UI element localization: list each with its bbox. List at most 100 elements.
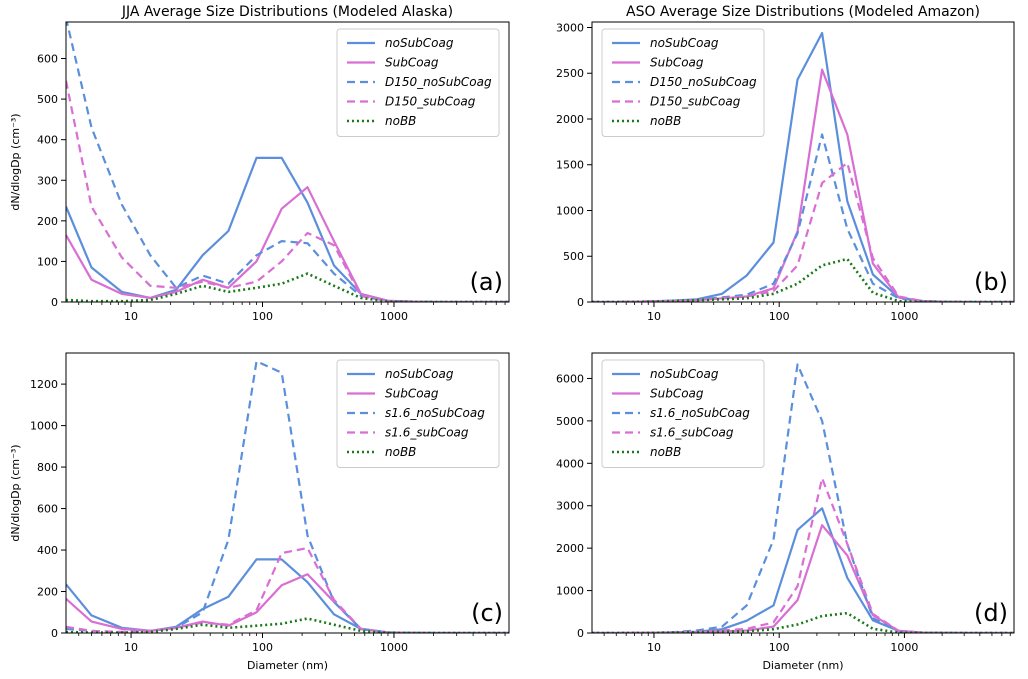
legend-box bbox=[601, 28, 765, 137]
plot-frame bbox=[591, 352, 1015, 634]
series-line-SubCoag bbox=[66, 573, 509, 633]
series-line-noBB bbox=[66, 272, 509, 302]
panel-label: (d) bbox=[974, 599, 1008, 627]
legend: noSubCoag SubCoag D150_noSubCoag D150_subCo… bbox=[601, 28, 765, 137]
y-tick-label: 300 bbox=[37, 174, 58, 187]
legend-entry: noSubCoag bbox=[385, 367, 454, 381]
x-tick-label: 10 bbox=[647, 641, 661, 654]
chart-panel-c: 10 100 1000 0 200 400 600 800 1000 1200 Diameter (… bbox=[9, 352, 510, 672]
legend-entry: SubCoag bbox=[385, 56, 439, 70]
series-line-D150_subCoag bbox=[592, 161, 1014, 302]
y-tick-label: 2000 bbox=[556, 542, 584, 555]
x-axis-label: Diameter (nm) bbox=[762, 659, 843, 672]
series-line-SubCoag bbox=[592, 524, 1014, 633]
plot-frame bbox=[65, 352, 510, 634]
chart-panel-a: 10 100 1000 0 100 200 300 400 500 600 JJA Average … bbox=[9, 4, 510, 323]
legend-entry: s1.6_noSubCoag bbox=[385, 406, 485, 420]
y-tick-label: 2500 bbox=[556, 67, 584, 80]
x-tick-label: 100 bbox=[769, 310, 790, 323]
legend: noSubCoag SubCoag s1.6_noSubCoag s1.6_subCo… bbox=[336, 359, 500, 468]
x-tick-label: 10 bbox=[647, 310, 661, 323]
y-tick-label: 4000 bbox=[556, 457, 584, 470]
legend-box bbox=[336, 28, 500, 137]
y-axis-label: dN/dlogDp (cm⁻³) bbox=[9, 113, 22, 210]
y-tick-label: 200 bbox=[37, 215, 58, 228]
legend-entry: noSubCoag bbox=[650, 36, 719, 50]
series-line-D150_subCoag bbox=[66, 80, 509, 302]
y-tick-label: 3000 bbox=[556, 500, 584, 513]
y-tick-label: 1000 bbox=[30, 420, 58, 433]
y-tick-label: 500 bbox=[37, 93, 58, 106]
series-line-SubCoag bbox=[66, 186, 509, 302]
series-line-D150_noSubCoag bbox=[592, 133, 1014, 302]
chart-title: ASO Average Size Distributions (Modeled … bbox=[626, 4, 980, 20]
chart-panel-b: 10 100 1000 0 500 1000 1500 2000 2500 3000 ASO Ave… bbox=[556, 4, 1015, 323]
x-tick-label: 1000 bbox=[380, 641, 408, 654]
chart-title: JJA Average Size Distributions (Modeled … bbox=[121, 4, 453, 20]
x-tick-label: 1000 bbox=[890, 641, 918, 654]
plot-frame bbox=[65, 21, 510, 303]
legend-entry: noBB bbox=[650, 114, 681, 128]
legend-entry: noBB bbox=[385, 445, 416, 459]
y-tick-label: 200 bbox=[37, 586, 58, 599]
legend-entry: SubCoag bbox=[385, 387, 439, 401]
y-tick-label: 1000 bbox=[556, 204, 584, 217]
y-tick-label: 6000 bbox=[556, 372, 584, 385]
legend-entry: D150_subCoag bbox=[385, 95, 476, 109]
y-tick-label: 100 bbox=[37, 255, 58, 268]
y-axis-label: dN/dlogDp (cm⁻³) bbox=[9, 444, 22, 541]
series-line-noSubCoag bbox=[66, 558, 509, 633]
legend-box bbox=[336, 359, 500, 468]
y-tick-label: 0 bbox=[51, 627, 58, 640]
legend-entry: D150_noSubCoag bbox=[385, 75, 492, 89]
y-tick-label: 0 bbox=[577, 296, 584, 309]
plot-frame bbox=[591, 21, 1015, 303]
legend: noSubCoag SubCoag s1.6_noSubCoag s1.6_subCo… bbox=[601, 359, 765, 468]
legend: noSubCoag SubCoag D150_noSubCoag D150_subCo… bbox=[336, 28, 500, 137]
x-tick-label: 100 bbox=[252, 310, 273, 323]
chart-panel-d: 10 100 1000 0 1000 2000 3000 4000 5000 6000 Diamet… bbox=[556, 352, 1015, 672]
legend-entry: s1.6_subCoag bbox=[650, 426, 734, 440]
series-line-D150_noSubCoag bbox=[66, 22, 509, 302]
x-tick-label: 1000 bbox=[380, 310, 408, 323]
legend-entry: D150_noSubCoag bbox=[650, 75, 757, 89]
legend-entry: noBB bbox=[650, 445, 681, 459]
y-tick-label: 1200 bbox=[30, 378, 58, 391]
y-tick-label: 1000 bbox=[556, 585, 584, 598]
x-tick-label: 1000 bbox=[890, 310, 918, 323]
y-tick-label: 0 bbox=[51, 296, 58, 309]
legend-entry: SubCoag bbox=[650, 56, 704, 70]
y-tick-label: 0 bbox=[577, 627, 584, 640]
legend-entry: noSubCoag bbox=[385, 36, 454, 50]
y-tick-label: 1500 bbox=[556, 159, 584, 172]
y-tick-label: 800 bbox=[37, 461, 58, 474]
y-tick-label: 500 bbox=[563, 250, 584, 263]
y-tick-label: 600 bbox=[37, 503, 58, 516]
x-tick-label: 10 bbox=[124, 641, 138, 654]
legend-entry: SubCoag bbox=[650, 387, 704, 401]
series-line-noSubCoag bbox=[592, 507, 1014, 633]
panel-label: (a) bbox=[470, 268, 503, 296]
legend-entry: noSubCoag bbox=[650, 367, 719, 381]
legend-entry: s1.6_subCoag bbox=[385, 426, 469, 440]
y-tick-label: 400 bbox=[37, 134, 58, 147]
legend-entry: s1.6_noSubCoag bbox=[650, 406, 750, 420]
x-tick-label: 100 bbox=[252, 641, 273, 654]
y-tick-label: 3000 bbox=[556, 21, 584, 34]
legend-entry: noBB bbox=[385, 114, 416, 128]
x-axis-label: Diameter (nm) bbox=[247, 659, 328, 672]
y-tick-label: 600 bbox=[37, 53, 58, 66]
y-tick-label: 400 bbox=[37, 544, 58, 557]
series-line-noBB bbox=[592, 257, 1014, 302]
series-line-s1.6_subCoag bbox=[66, 546, 509, 633]
legend-box bbox=[601, 359, 765, 468]
series-line-noBB bbox=[592, 611, 1014, 633]
x-tick-label: 10 bbox=[124, 310, 138, 323]
series-line-s1.6_subCoag bbox=[592, 477, 1014, 633]
legend-entry: D150_subCoag bbox=[650, 95, 741, 109]
panel-label: (c) bbox=[471, 599, 503, 627]
y-tick-label: 5000 bbox=[556, 415, 584, 428]
y-tick-label: 2000 bbox=[556, 113, 584, 126]
x-tick-label: 100 bbox=[769, 641, 790, 654]
